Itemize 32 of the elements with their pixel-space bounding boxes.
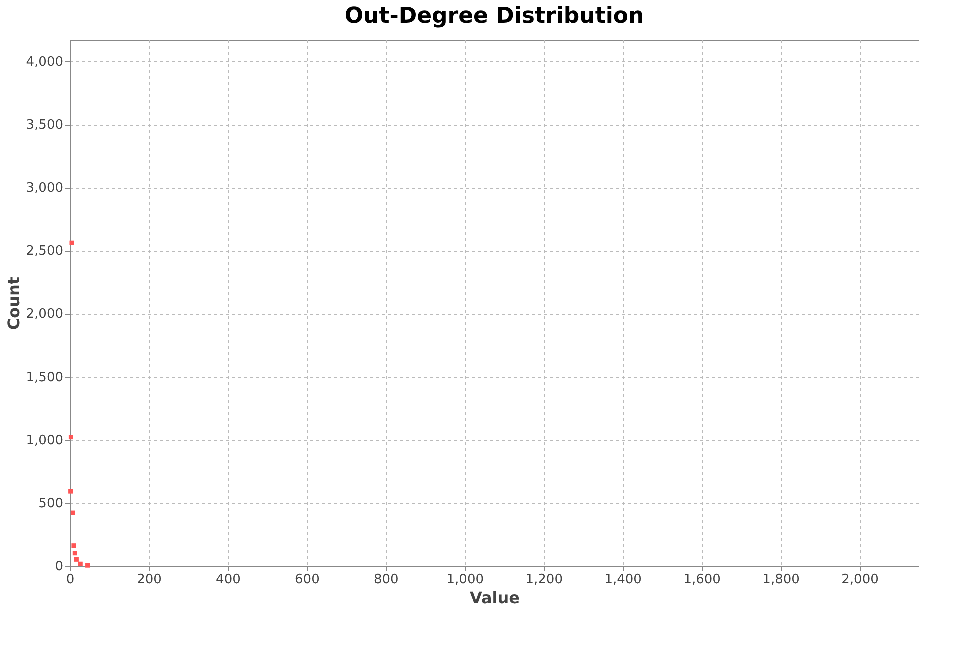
x-tick-label: 0 [66,572,75,588]
point [86,563,90,568]
x-tick-label: 1,400 [604,572,642,588]
y-tick-label: 0 [55,560,64,574]
x-tick-label: 200 [137,572,162,588]
y-tick-label: 2,500 [26,244,64,260]
x-tick-label: 1,800 [762,572,800,588]
point [72,544,76,548]
point [72,551,78,556]
y-tick-label: 1,000 [26,433,64,448]
y-tick-label: 2,000 [26,307,64,322]
x-tick-label: 1,200 [526,572,563,588]
point [74,557,79,562]
chart-title: Out-Degree Distribution [344,4,644,29]
y-tick-label: 1,500 [26,370,64,386]
x-axis-title: Value [470,588,520,608]
point [68,435,74,440]
x-tick-label: 2,000 [842,572,879,588]
y-axis-title: Count [4,276,24,330]
y-tick-label: 4,000 [26,54,64,70]
x-tick-label: 800 [374,572,399,588]
point [68,489,74,494]
x-tick-label: 600 [295,572,320,588]
point [70,240,74,246]
x-tick-label: 1,000 [446,572,484,588]
y-tick-label: 3,000 [26,181,64,196]
y-tick-label: 3,500 [26,118,64,134]
x-tick-label: 400 [216,572,241,588]
x-tick-label: 1,600 [684,572,721,588]
y-tick-label: 500 [38,496,64,512]
point [78,562,83,566]
point [70,510,76,516]
